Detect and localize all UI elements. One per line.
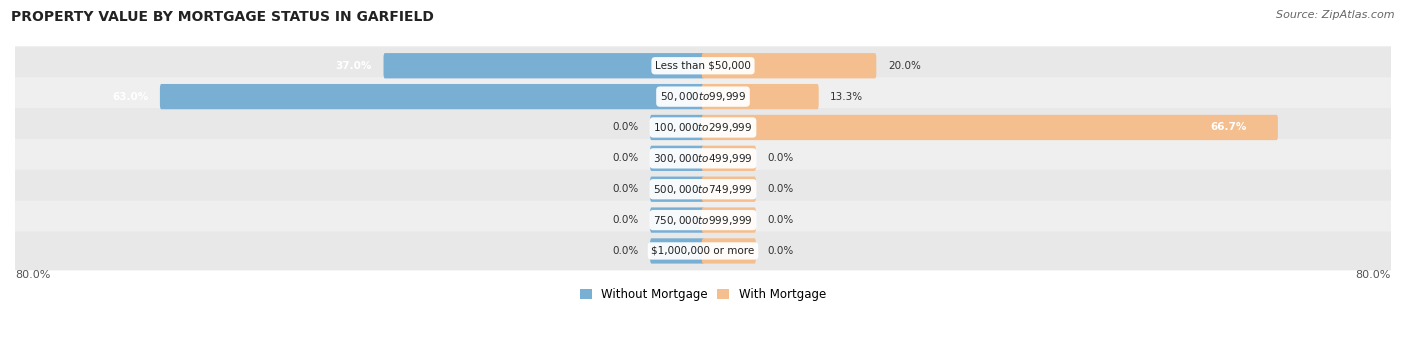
Text: 0.0%: 0.0% [768,215,794,225]
FancyBboxPatch shape [702,207,756,233]
Text: 0.0%: 0.0% [612,153,638,163]
Text: 63.0%: 63.0% [112,92,148,102]
Text: 13.3%: 13.3% [831,92,863,102]
Text: $1,000,000 or more: $1,000,000 or more [651,246,755,256]
Text: $500,000 to $749,999: $500,000 to $749,999 [654,183,752,196]
FancyBboxPatch shape [702,146,756,171]
FancyBboxPatch shape [650,238,704,264]
FancyBboxPatch shape [650,177,704,202]
Text: 80.0%: 80.0% [15,270,51,280]
FancyBboxPatch shape [384,53,704,78]
FancyBboxPatch shape [14,232,1392,270]
FancyBboxPatch shape [14,170,1392,209]
FancyBboxPatch shape [702,115,1278,140]
Text: 0.0%: 0.0% [612,184,638,194]
Text: 66.7%: 66.7% [1211,122,1247,133]
Text: 0.0%: 0.0% [612,215,638,225]
Text: PROPERTY VALUE BY MORTGAGE STATUS IN GARFIELD: PROPERTY VALUE BY MORTGAGE STATUS IN GAR… [11,10,434,24]
Text: $100,000 to $299,999: $100,000 to $299,999 [654,121,752,134]
Text: 37.0%: 37.0% [336,61,373,71]
FancyBboxPatch shape [702,177,756,202]
Text: Less than $50,000: Less than $50,000 [655,61,751,71]
FancyBboxPatch shape [14,108,1392,147]
FancyBboxPatch shape [14,46,1392,85]
Text: 0.0%: 0.0% [768,153,794,163]
Text: 0.0%: 0.0% [768,184,794,194]
FancyBboxPatch shape [702,84,818,109]
Text: 0.0%: 0.0% [612,122,638,133]
FancyBboxPatch shape [702,238,756,264]
Text: Source: ZipAtlas.com: Source: ZipAtlas.com [1277,10,1395,20]
FancyBboxPatch shape [702,53,876,78]
FancyBboxPatch shape [650,115,704,140]
Text: 0.0%: 0.0% [612,246,638,256]
FancyBboxPatch shape [160,84,704,109]
Text: $50,000 to $99,999: $50,000 to $99,999 [659,90,747,103]
Text: 20.0%: 20.0% [889,61,921,71]
Legend: Without Mortgage, With Mortgage: Without Mortgage, With Mortgage [575,283,831,306]
Text: 0.0%: 0.0% [768,246,794,256]
Text: $300,000 to $499,999: $300,000 to $499,999 [654,152,752,165]
FancyBboxPatch shape [650,146,704,171]
Text: 80.0%: 80.0% [1355,270,1391,280]
FancyBboxPatch shape [14,201,1392,239]
Text: $750,000 to $999,999: $750,000 to $999,999 [654,213,752,226]
FancyBboxPatch shape [14,77,1392,116]
FancyBboxPatch shape [650,207,704,233]
FancyBboxPatch shape [14,139,1392,178]
